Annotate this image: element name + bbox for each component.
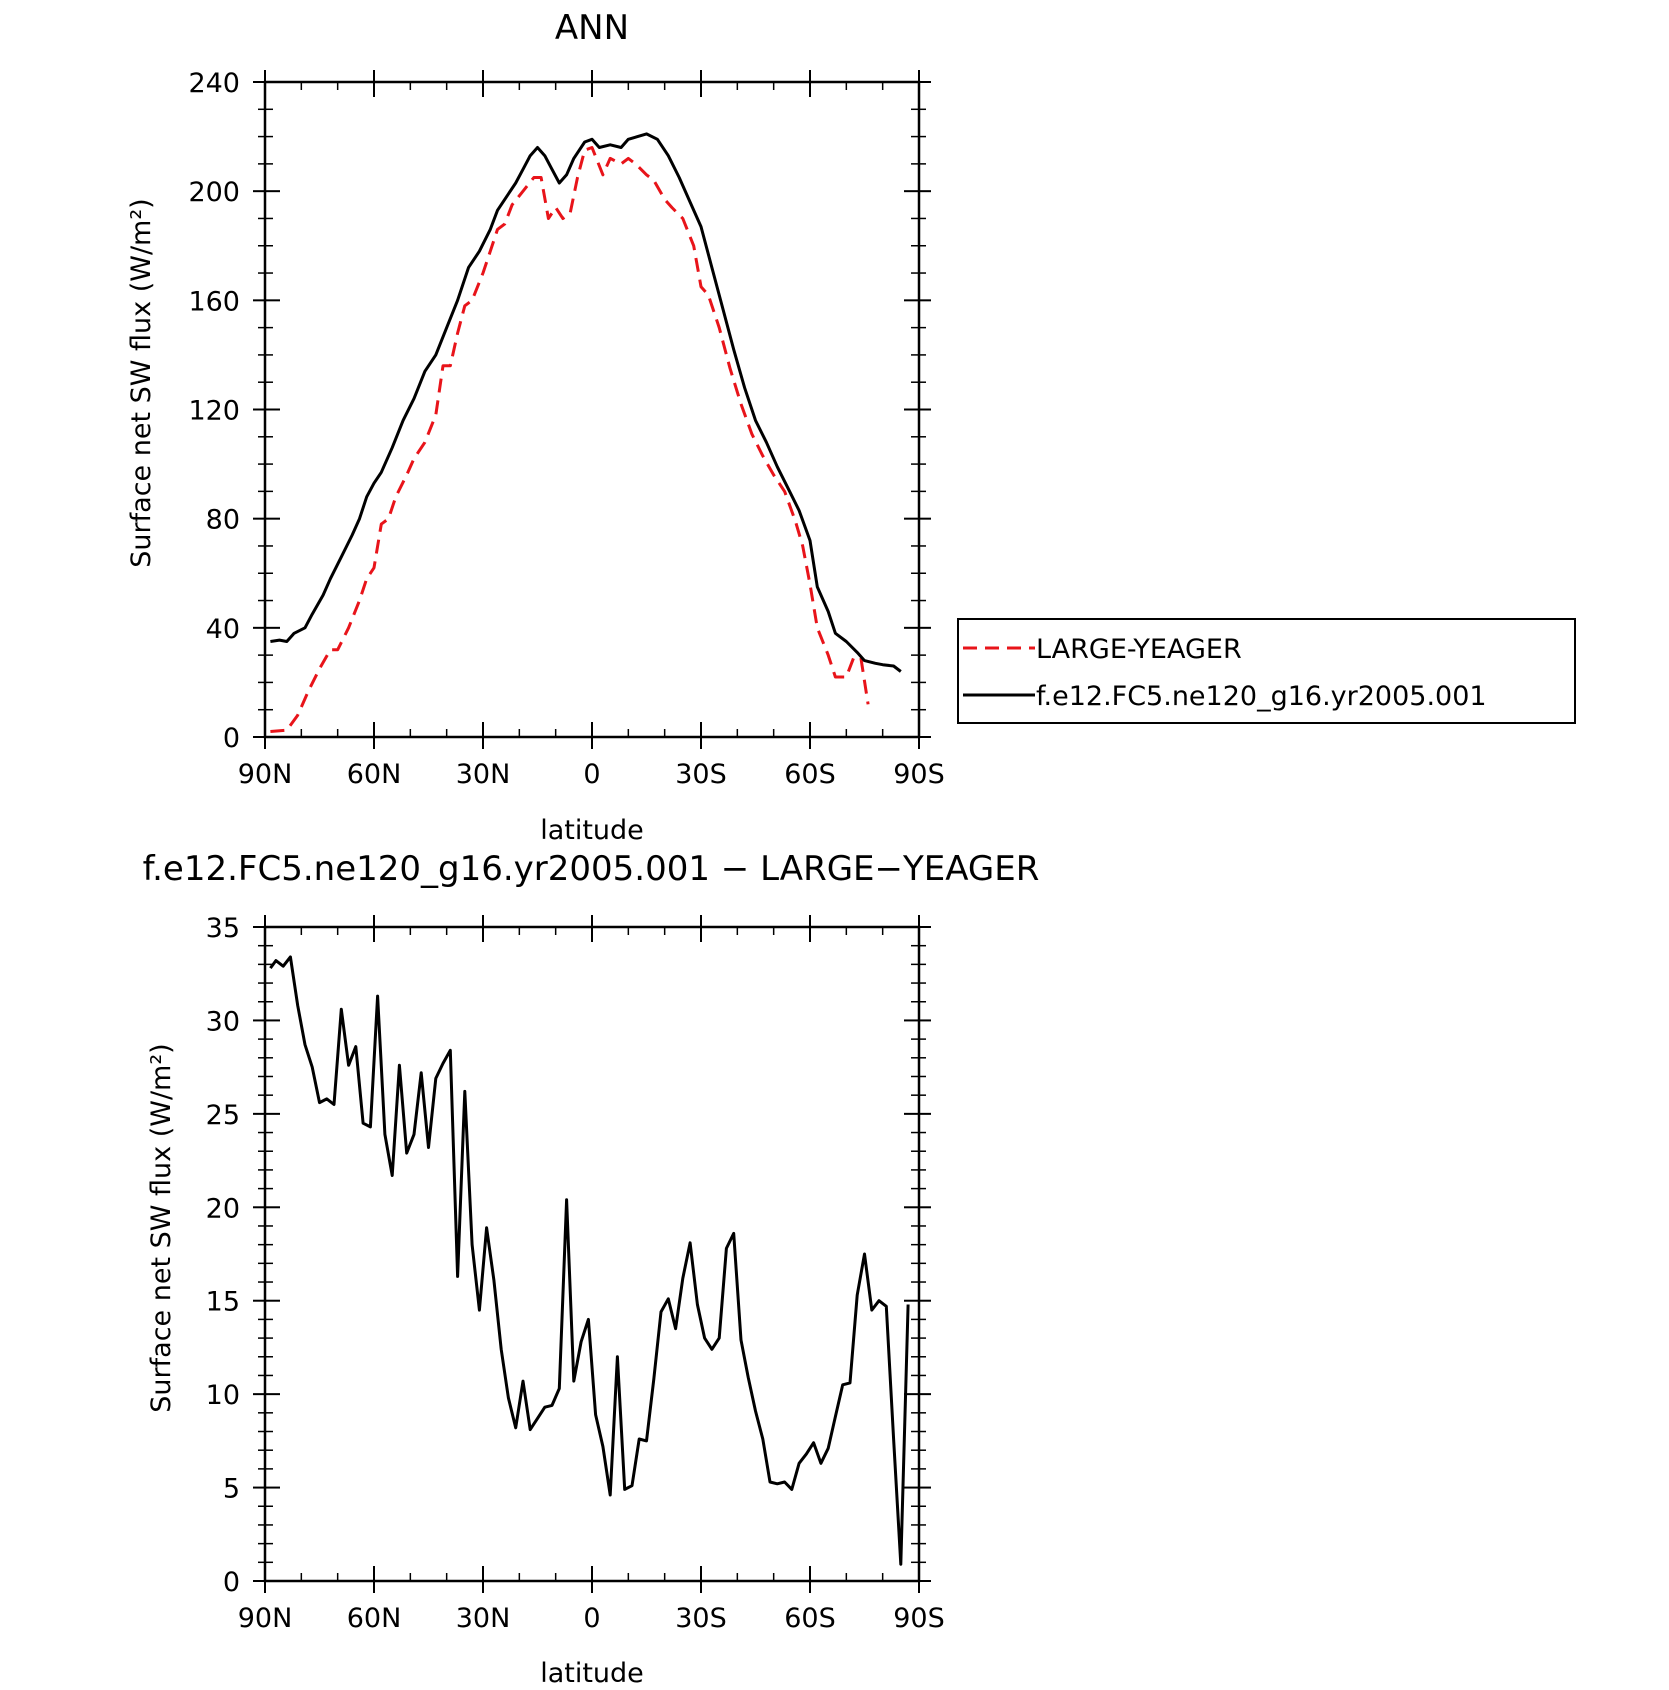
y-tick-label: 10 — [206, 1380, 240, 1411]
bottom-chart: f.e12.FC5.ne120_g16.yr2005.001 − LARGE−Y… — [143, 849, 1040, 1689]
y-tick-label: 40 — [206, 614, 240, 645]
y-tick-label: 120 — [188, 396, 240, 427]
series-line-large-yeager — [270, 146, 870, 733]
y-tick-label: 30 — [206, 1006, 240, 1037]
legend: LARGE-YEAGER f.e12.FC5.ne120_g16.yr2005.… — [957, 618, 1576, 724]
y-tick-label: 200 — [188, 177, 240, 208]
bottom-chart-ylabel: Surface net SW flux (W/m²) — [146, 1043, 177, 1412]
series-line-f-e12-fc5-ne120-g16-yr2005-001 — [270, 132, 902, 673]
y-tick-label: 15 — [206, 1287, 240, 1318]
bottom-chart-series — [269, 955, 910, 1566]
x-tick-label: 30S — [675, 1603, 727, 1634]
bottom-chart-title: f.e12.FC5.ne120_g16.yr2005.001 − LARGE−Y… — [143, 849, 1040, 889]
top-chart-ticks: 90N 60N 30N 0 30S 60S 90S 0 40 80 120 160 200 240 — [188, 68, 944, 790]
x-tick-label: 30S — [675, 759, 727, 790]
y-tick-label: 5 — [223, 1474, 240, 1505]
x-tick-label: 60S — [784, 759, 836, 790]
top-chart-ylabel: Surface net SW flux (W/m²) — [126, 198, 157, 567]
x-tick-label: 90S — [893, 759, 945, 790]
top-chart: ANN Surface net SW flux (W/m²) latitude … — [126, 8, 1576, 846]
x-tick-label: 0 — [583, 759, 600, 790]
y-tick-label: 25 — [206, 1100, 240, 1131]
x-tick-label: 90N — [238, 759, 293, 790]
x-tick-label: 60N — [347, 759, 402, 790]
x-tick-label: 30N — [456, 759, 511, 790]
top-chart-title: ANN — [555, 8, 629, 48]
y-tick-label: 35 — [206, 913, 240, 944]
x-tick-label: 90N — [238, 1603, 293, 1634]
legend-label-large-yeager: LARGE-YEAGER — [1036, 634, 1242, 665]
y-tick-label: 0 — [223, 723, 240, 754]
top-chart-frame — [263, 80, 921, 739]
y-tick-label: 80 — [206, 505, 240, 536]
x-tick-label: 60S — [784, 1603, 836, 1634]
y-tick-label: 160 — [188, 286, 240, 317]
x-tick-label: 30N — [456, 1603, 511, 1634]
bottom-chart-ticks: 90N 60N 30N 0 30S 60S 90S 0 5 10 15 20 25 30 35 — [206, 913, 945, 1634]
y-tick-label: 0 — [223, 1567, 240, 1598]
legend-box — [957, 618, 1576, 724]
x-tick-label: 0 — [583, 1603, 600, 1634]
top-chart-xlabel: latitude — [540, 815, 644, 846]
x-tick-label: 90S — [893, 1603, 945, 1634]
legend-label-model: f.e12.FC5.ne120_g16.yr2005.001 — [1036, 681, 1487, 712]
bottom-chart-frame — [263, 925, 921, 1583]
y-tick-label: 20 — [206, 1193, 240, 1224]
series-line-difference — [269, 955, 910, 1566]
bottom-chart-xlabel: latitude — [540, 1658, 644, 1685]
y-tick-label: 240 — [188, 68, 240, 99]
x-tick-label: 60N — [347, 1603, 402, 1634]
top-chart-series — [270, 132, 902, 733]
